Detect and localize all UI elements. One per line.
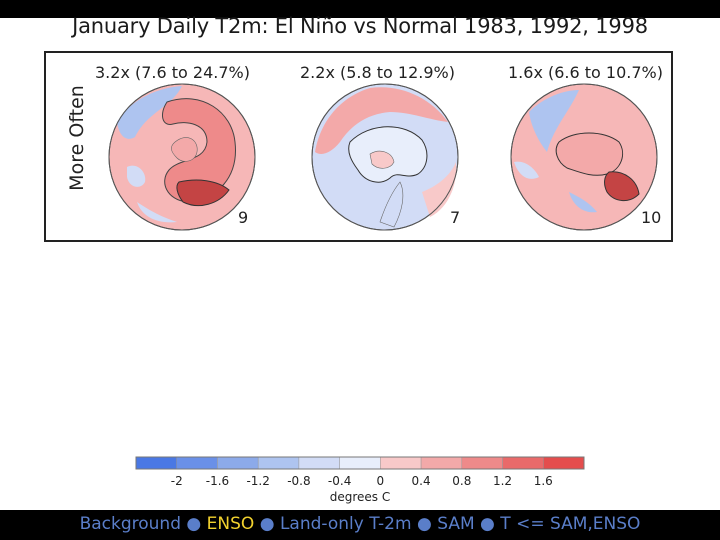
legend-sep-3: ●: [416, 514, 432, 534]
colorbar-tick-label: -0.4: [327, 474, 352, 488]
map-2-globe: [311, 83, 459, 231]
colorbar-tick-label: -2: [170, 474, 183, 488]
colorbar-swatch: [461, 456, 503, 470]
map-1-stat: 3.2x (7.6 to 24.7%): [95, 63, 250, 82]
colorbar-swatch: [543, 456, 585, 470]
map-2-stat: 2.2x (5.8 to 12.9%): [300, 63, 455, 82]
map-1-count: 9: [238, 208, 249, 227]
colorbar-swatch: [380, 456, 422, 470]
colorbar-tick-label: 0.8: [452, 474, 472, 488]
legend-land-only: Land-only T-2m: [279, 514, 412, 534]
colorbar-label: degrees C: [329, 490, 391, 504]
colorbar-frame: [135, 456, 585, 470]
page-title: January Daily T2m: El Niño vs Normal 198…: [72, 14, 648, 38]
colorbar-tick-label: 1.6: [533, 474, 553, 488]
legend-background: Background: [79, 514, 181, 534]
map-1-globe: [108, 83, 256, 231]
legend-sam: SAM: [437, 514, 475, 534]
legend: Background ● ENSO ● Land-only T-2m ● SAM…: [0, 514, 720, 534]
colorbar-tick-label: -0.8: [287, 474, 311, 488]
colorbar-tick-label: 1.2: [492, 474, 513, 488]
colorbar-swatch: [420, 456, 463, 470]
colorbar-tick-label: -1.2: [246, 474, 270, 488]
colorbar-tick-label: -1.6: [205, 474, 230, 488]
legend-sep-2: ●: [259, 514, 275, 534]
map-3-globe: [510, 83, 658, 231]
legend-sep-4: ●: [480, 514, 495, 534]
bottom-bar: [0, 510, 720, 540]
colorbar-tick-label: 0: [376, 474, 385, 488]
colorbar-swatch: [217, 456, 259, 470]
top-bar: [0, 0, 720, 18]
colorbar-swatch: [502, 456, 544, 470]
colorbar-swatch: [339, 456, 381, 470]
map-3-stat: 1.6x (6.6 to 10.7%): [508, 63, 663, 82]
legend-enso: ENSO: [206, 514, 255, 534]
map-2-count: 7: [450, 208, 461, 227]
colorbar-tick-label: 0.4: [411, 474, 431, 488]
map-3-count: 10: [641, 208, 662, 227]
colorbar-swatch: [257, 456, 300, 470]
legend-t-sam-enso: T <= SAM,ENSO: [500, 514, 641, 534]
colorbar-swatch: [298, 456, 340, 470]
colorbar-swatch: [135, 456, 177, 470]
colorbar-swatch: [176, 456, 218, 470]
colorbar: [135, 456, 585, 470]
legend-sep-1: ●: [186, 514, 202, 534]
